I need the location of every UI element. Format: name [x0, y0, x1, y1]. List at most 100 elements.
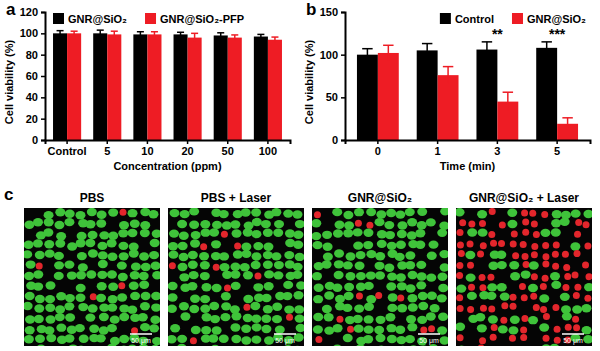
live-cell [191, 326, 201, 334]
live-cell [408, 271, 418, 279]
live-cell [386, 324, 396, 332]
cells [24, 208, 160, 346]
tick-label: 40 [26, 91, 38, 103]
live-cell [344, 221, 354, 229]
live-cell [151, 262, 160, 270]
live-cell [44, 326, 54, 334]
live-cell [107, 270, 117, 278]
tick: Control [48, 140, 87, 157]
tick-label: 5 [104, 145, 110, 157]
live-cell [202, 313, 212, 321]
live-cell [212, 221, 222, 229]
live-cell [283, 345, 293, 346]
live-cell [364, 282, 374, 290]
live-cell [487, 292, 497, 300]
scale-bar [562, 333, 584, 335]
error-bar-cap [71, 30, 78, 32]
live-cell [55, 305, 65, 313]
live-cell [312, 232, 321, 240]
live-cell [119, 335, 129, 343]
dead-cell [234, 243, 241, 250]
live-cell [263, 242, 273, 250]
dead-cell [523, 261, 530, 268]
micrograph-title: PBS [80, 191, 105, 205]
live-cell [456, 208, 465, 216]
y-axis-title: Cell viability (%) [303, 39, 315, 124]
live-cell [354, 304, 364, 312]
live-cell [97, 211, 107, 219]
live-cell [251, 230, 261, 238]
bar [67, 33, 81, 140]
bar [147, 34, 161, 140]
error-bar-cap [191, 33, 198, 35]
live-cell [387, 304, 397, 312]
error-bar-cap [231, 34, 238, 36]
tick-mark [437, 140, 439, 144]
live-cell [261, 325, 271, 333]
plot-area [53, 30, 282, 140]
live-cell [509, 261, 519, 269]
live-cell [366, 271, 376, 279]
live-cell [407, 218, 417, 226]
live-cell [322, 305, 332, 313]
live-cell [190, 295, 200, 303]
legend: ControlGNR@SiO₂ [440, 13, 586, 25]
live-cell [385, 313, 395, 321]
live-cell [127, 305, 137, 313]
live-cell [34, 304, 44, 312]
live-cell [264, 282, 274, 290]
live-cell [180, 210, 190, 218]
live-cell [108, 253, 118, 261]
dead-cell [479, 220, 486, 227]
tick-label: 80 [26, 49, 38, 61]
legend-label: GNR@SiO₂-PFP [160, 13, 244, 25]
dead-cell [169, 262, 176, 269]
tick: 5 [554, 140, 560, 157]
live-cell [140, 229, 150, 237]
dead-cell [428, 325, 435, 332]
dead-cell [366, 222, 373, 229]
error-bar-cap [443, 66, 453, 68]
tick-mark [107, 140, 109, 144]
dead-cell [456, 294, 463, 301]
live-cell [364, 303, 374, 311]
live-cell [549, 344, 559, 346]
error-bar-stem [567, 118, 569, 130]
live-cell [119, 346, 129, 347]
live-cell [44, 218, 54, 226]
error-bar [151, 32, 158, 37]
dead-cell [190, 337, 197, 344]
live-cell [97, 271, 107, 279]
dead-cell [120, 209, 127, 216]
live-cell [388, 293, 398, 301]
axis-line [346, 141, 591, 145]
live-cell [313, 313, 323, 321]
live-cell [417, 272, 427, 280]
bar [357, 55, 378, 140]
error-bar-cap [217, 32, 224, 34]
live-cell [85, 239, 95, 247]
dead-cell [456, 272, 463, 279]
tick-mark [147, 140, 149, 144]
panel-label: a [6, 0, 16, 19]
dead-cell [510, 303, 517, 310]
scale-bar-label: 50 μm [563, 337, 583, 345]
dead-cell [213, 264, 220, 271]
live-cell [396, 336, 406, 344]
tick: 80 [26, 49, 45, 61]
series [378, 45, 578, 140]
live-cell [551, 228, 561, 236]
live-cell [89, 325, 99, 333]
dead-cell [565, 324, 572, 331]
dead-cell [375, 292, 382, 299]
live-cell [178, 263, 188, 271]
live-cell [261, 220, 271, 228]
live-cell [397, 282, 407, 290]
live-cell [108, 232, 118, 240]
error-bar-cap [257, 34, 264, 36]
dead-cell [491, 324, 498, 331]
live-cell [179, 273, 189, 281]
dead-cell [501, 302, 508, 309]
dead-cell [552, 263, 559, 270]
live-cell [170, 209, 180, 217]
